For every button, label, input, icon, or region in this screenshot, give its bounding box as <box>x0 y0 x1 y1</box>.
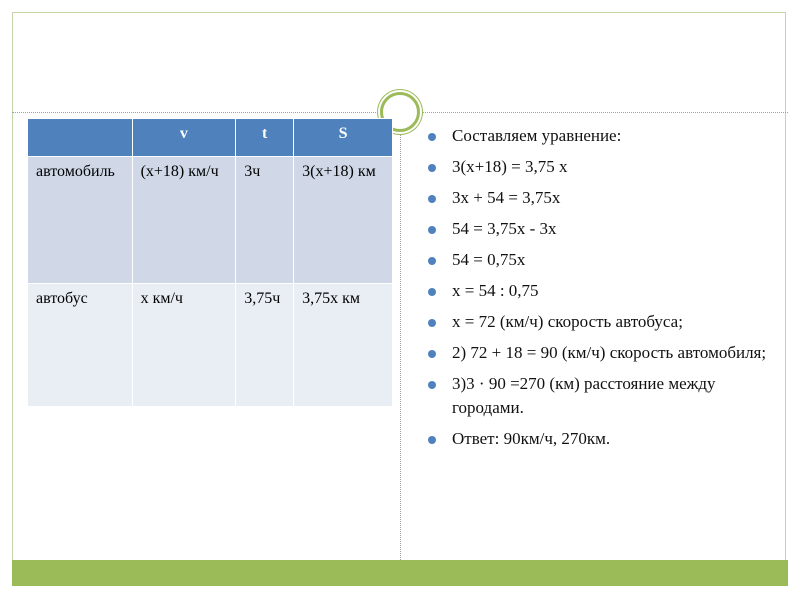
header-cell: S <box>293 118 393 157</box>
header-cell <box>27 118 133 157</box>
footer-bar <box>12 560 788 586</box>
cell: автобус <box>27 283 133 407</box>
bullet: x = 72 (км/ч) скорость автобуса; <box>428 310 768 334</box>
bullet: 54 = 3,75x - 3x <box>428 217 768 241</box>
cell: (x+18) км/ч <box>131 156 237 284</box>
bullet: Составляем уравнение: <box>428 124 768 148</box>
bullet: 3x + 54 = 3,75x <box>428 186 768 210</box>
bullet: 2) 72 + 18 = 90 (км/ч) скорость автомоби… <box>428 341 768 365</box>
bullet: 54 = 0,75x <box>428 248 768 272</box>
bullet: x = 54 : 0,75 <box>428 279 768 303</box>
cell: 3(x+18) км <box>293 156 393 284</box>
cell: 3,75ч <box>235 283 295 407</box>
bullet: 3)3 · 90 =270 (км) расстояние между горо… <box>428 372 768 420</box>
bullet: 3(x+18) = 3,75 x <box>428 155 768 179</box>
divider <box>400 112 401 560</box>
bullet-list: Составляем уравнение: 3(x+18) = 3,75 x 3x … <box>428 124 768 458</box>
bullet: Ответ: 90км/ч, 270км. <box>428 427 768 451</box>
cell: x км/ч <box>131 283 237 407</box>
header-cell: v <box>131 118 237 157</box>
header-cell: t <box>235 118 295 157</box>
cell: автомобиль <box>27 156 133 284</box>
row: автобус x км/ч 3,75ч 3,75x км <box>27 283 393 407</box>
cell: 3,75x км <box>293 283 393 407</box>
cell: 3ч <box>235 156 295 284</box>
row: автомобиль (x+18) км/ч 3ч 3(x+18) км <box>27 156 393 284</box>
